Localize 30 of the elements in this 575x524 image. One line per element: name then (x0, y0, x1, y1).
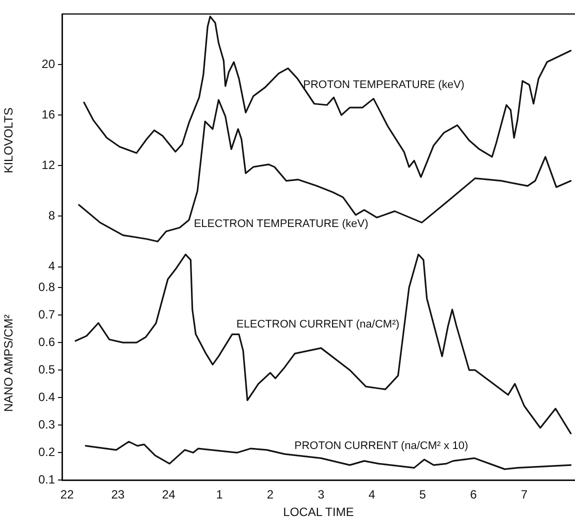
x-tick-label: 24 (162, 488, 176, 502)
x-tick-label: 22 (60, 488, 74, 502)
x-tick-label: 23 (111, 488, 125, 502)
annotation: ELECTRON CURRENT (na/CM²) (236, 318, 400, 331)
y-tick-label: 8 (48, 208, 56, 223)
y-tick-label: 0.2 (38, 444, 56, 459)
annotation: PROTON TEMPERATURE (keV) (303, 78, 464, 91)
annotation: PROTON CURRENT (na/CM² x 10) (294, 440, 468, 452)
y-tick-label: 12 (42, 158, 56, 172)
y-tick-label: 0.5 (38, 362, 56, 376)
x-axis-title: LOCAL TIME (283, 505, 354, 520)
x-tick-label: 4 (368, 488, 376, 502)
y-tick-label: 0.4 (38, 390, 56, 404)
y-tick-label: 0.6 (38, 334, 56, 349)
y-tick-label: 0.1 (38, 472, 56, 487)
y-tick-label: 0.7 (38, 307, 56, 322)
x-tick-label: 1 (216, 488, 224, 502)
y-tick-label: 0.8 (38, 280, 56, 294)
y-tick-label: 4 (48, 259, 56, 274)
y-tick-label: 20 (42, 56, 56, 71)
y-tick-label: 0.3 (38, 417, 56, 432)
x-tick-label: 2 (266, 488, 274, 502)
x-tick-label: 3 (318, 488, 325, 502)
x-tick-label: 5 (419, 488, 426, 502)
annotation: ELECTRON TEMPERATURE (keV) (194, 218, 368, 230)
y-tick-label: 16 (42, 107, 56, 122)
y-axis-title: NANO AMPS/CM² (2, 314, 16, 412)
x-tick-label: 6 (470, 488, 478, 502)
y-axis-title: KILOVOLTS (2, 107, 16, 174)
x-tick-label: 7 (520, 488, 528, 502)
